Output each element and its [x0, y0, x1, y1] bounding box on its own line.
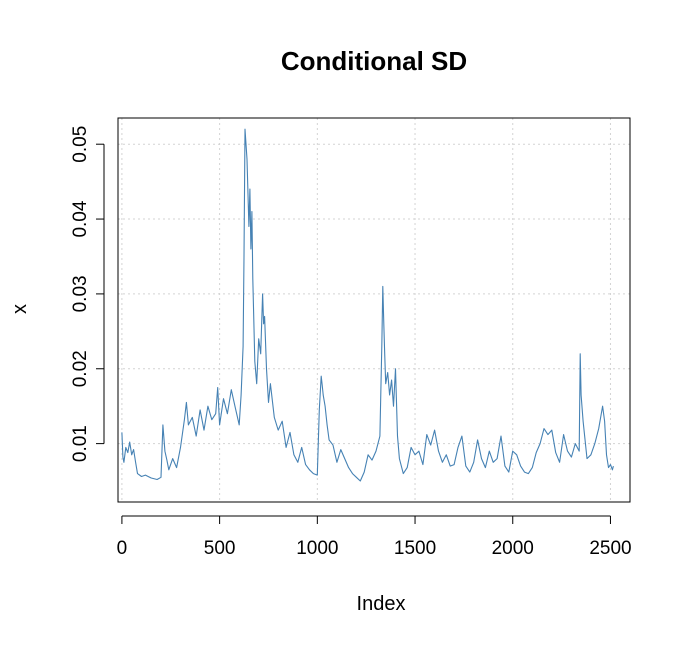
- x-tick-label: 1000: [296, 538, 338, 559]
- x-tick-label: 2000: [492, 538, 534, 559]
- y-tick-label: 0.04: [70, 200, 91, 237]
- x-tick-label: 0: [117, 538, 128, 559]
- x-tick-label: 1500: [394, 538, 436, 559]
- series-layer: [121, 128, 614, 482]
- plot-frame: [117, 117, 631, 503]
- x-axis-label: Index: [357, 593, 406, 615]
- chart-title: Conditional SD: [281, 46, 467, 76]
- y-axis: 0.01 0.02 0.03 0.04 0.05: [70, 126, 105, 462]
- y-axis-label: x: [9, 304, 31, 314]
- grid: [118, 118, 630, 502]
- y-tick-label: 0.01: [70, 425, 91, 462]
- y-tick-label: 0.03: [70, 275, 91, 312]
- x-axis: 0 500 1000 1500 2000 2500: [117, 515, 632, 559]
- y-tick-label: 0.05: [70, 126, 91, 163]
- y-tick-label: 0.02: [70, 350, 91, 387]
- x-tick-label: 2500: [589, 538, 631, 559]
- series-line: [121, 128, 614, 482]
- x-tick-label: 500: [204, 538, 236, 559]
